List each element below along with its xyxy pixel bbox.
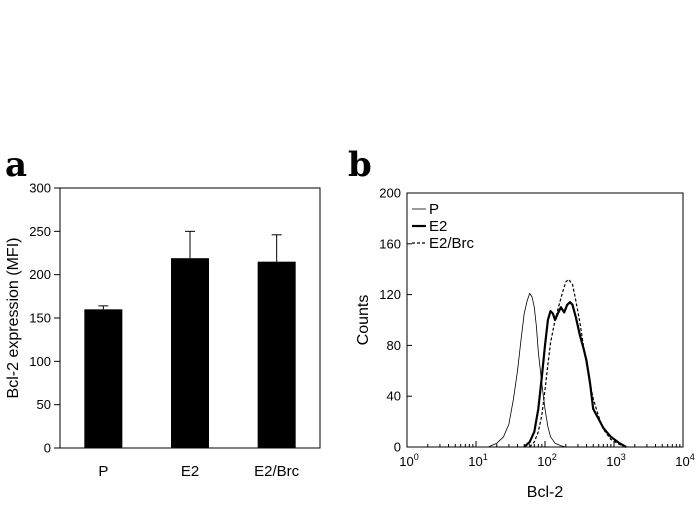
hist-x-axis: 100 101 102 103 104 <box>399 441 695 469</box>
bar-series <box>84 258 296 448</box>
hist-x-tick-exponent: 2 <box>552 452 557 462</box>
bar-y-tick-label: 300 <box>29 181 51 196</box>
hist-series-line-e2-brc <box>529 278 627 448</box>
hist-x-axis-title: Bcl-2 <box>527 484 564 501</box>
bar-y-tick-label: 0 <box>44 441 51 456</box>
hist-x-tick-label: 102 <box>537 452 556 469</box>
legend-label: E2/Brc <box>429 235 475 252</box>
bar-category-label: E2 <box>181 463 199 480</box>
hist-x-tick-exponent: 3 <box>621 452 626 462</box>
hist-y-axis-title: Counts <box>355 295 372 346</box>
hist-y-tick-label: 120 <box>379 287 401 302</box>
hist-y-tick-label: 40 <box>387 389 401 404</box>
hist-y-tick-label: 0 <box>394 440 401 455</box>
hist-x-tick-label: 104 <box>675 452 694 469</box>
hist-x-tick-exponent: 1 <box>483 452 488 462</box>
panel-a-letter: a <box>5 145 27 185</box>
bar-y-axis: 0 50 100 150 200 250 300 <box>29 181 60 456</box>
hist-x-tick-exponent: 0 <box>414 452 419 462</box>
hist-x-tick-base: 10 <box>399 454 413 469</box>
bar <box>84 309 123 448</box>
hist-x-tick-base: 10 <box>537 454 551 469</box>
hist-x-tick-base: 10 <box>675 454 689 469</box>
bar-y-tick-label: 100 <box>29 354 51 369</box>
legend-label: P <box>429 201 439 218</box>
hist-y-tick-label: 200 <box>379 186 401 201</box>
hist-series-line-p <box>488 292 566 448</box>
legend-label: E2 <box>429 218 447 235</box>
panel-b-letter: b <box>348 145 372 185</box>
bar-y-tick-label: 200 <box>29 267 51 282</box>
bar-chart: 0 50 100 150 200 250 300 P E2 E2/Brc Bcl-2 expre… <box>5 181 321 480</box>
hist-y-axis: 0 40 80 120 160 200 <box>379 186 412 455</box>
bar-y-tick-label: 250 <box>29 224 51 239</box>
bar-category-label: P <box>98 463 108 480</box>
hist-y-tick-label: 160 <box>379 236 401 251</box>
bar <box>257 261 296 448</box>
hist-x-tick-base: 10 <box>468 454 482 469</box>
hist-x-tick-exponent: 4 <box>690 452 695 462</box>
bar-y-tick-label: 150 <box>29 311 51 326</box>
bar-x-categories: P E2 E2/Brc <box>98 463 299 480</box>
hist-x-tick-base: 10 <box>606 454 620 469</box>
hist-y-tick-label: 80 <box>387 338 401 353</box>
bar <box>171 258 209 448</box>
hist-series-line-e2 <box>523 301 627 448</box>
hist-series <box>488 278 627 448</box>
bar-y-axis-title: Bcl-2 expression (MFI) <box>5 238 22 399</box>
hist-x-tick-label: 103 <box>606 452 625 469</box>
hist-x-tick-label: 100 <box>399 452 418 469</box>
bar-error-bars <box>98 230 282 310</box>
bar-y-tick-label: 50 <box>37 397 51 412</box>
hist-x-tick-label: 101 <box>468 452 487 469</box>
bar-category-label: E2/Brc <box>254 463 300 480</box>
